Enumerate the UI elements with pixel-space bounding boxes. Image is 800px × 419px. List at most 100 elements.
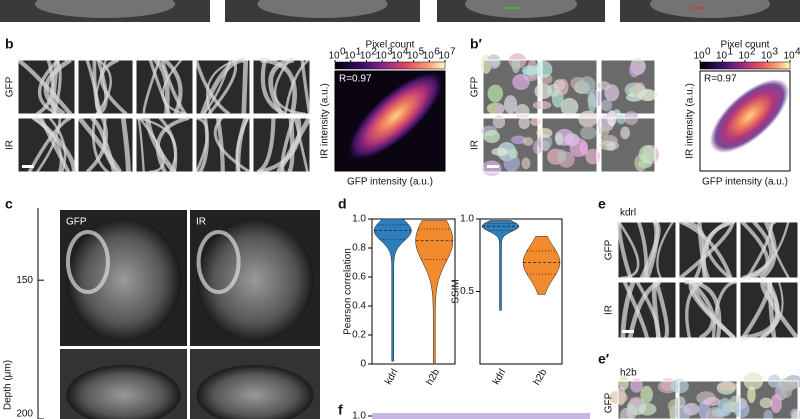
texture <box>536 127 553 139</box>
texture <box>678 221 735 280</box>
texture <box>780 385 793 398</box>
texture <box>521 157 531 170</box>
label: GFP <box>66 217 87 228</box>
texture <box>638 145 656 164</box>
texture <box>77 116 122 174</box>
texture <box>759 220 777 280</box>
colorbar-tick-base: 10 <box>360 51 372 62</box>
axis-label: GFP <box>5 76 16 97</box>
texture <box>692 280 736 340</box>
texture <box>717 398 733 417</box>
texture <box>196 218 314 342</box>
scale-bar <box>487 165 499 168</box>
texture <box>99 58 128 116</box>
texture <box>158 116 178 173</box>
x-tick-label: kdrl <box>491 367 509 386</box>
frame <box>135 117 194 173</box>
frame <box>600 117 656 173</box>
colorbar-tick-base: 10 <box>783 51 795 62</box>
label: 0.2 <box>352 330 366 341</box>
label: 0.6 <box>352 272 366 283</box>
texture <box>36 117 62 173</box>
texture <box>160 59 187 115</box>
texture <box>16 58 73 116</box>
colorbar-tick-exp: 6 <box>434 47 440 58</box>
texture <box>215 117 225 173</box>
label: 0.5 <box>460 286 474 297</box>
texture <box>580 126 597 140</box>
colorbar-tick-exp: 5 <box>419 47 425 58</box>
frame <box>195 117 251 173</box>
colorbar-tick-exp: 7 <box>450 47 456 58</box>
frame <box>482 117 539 173</box>
colorbar-tick-exp: 4 <box>403 47 409 58</box>
texture <box>656 221 674 279</box>
texture <box>27 116 72 173</box>
texture <box>491 58 500 68</box>
label: Pixel count <box>366 40 415 51</box>
axis-label: IR <box>604 305 615 315</box>
texture <box>508 148 518 159</box>
texture <box>711 280 737 339</box>
label: 200 <box>16 409 33 419</box>
texture <box>235 117 250 173</box>
texture <box>650 0 770 18</box>
texture <box>617 221 640 280</box>
texture <box>503 154 521 172</box>
frame <box>541 117 598 173</box>
texture <box>142 59 161 116</box>
scale-bar <box>622 330 634 333</box>
density-cloud <box>709 79 790 153</box>
label: c <box>5 196 13 212</box>
frame <box>77 59 134 115</box>
frame <box>135 59 194 115</box>
texture <box>483 130 500 144</box>
texture <box>66 218 181 342</box>
x-tick-label: kdrl <box>383 367 401 386</box>
texture <box>120 117 131 173</box>
violin <box>481 220 520 311</box>
texture <box>763 409 773 419</box>
texture <box>200 57 245 115</box>
texture <box>599 124 610 138</box>
texture <box>619 407 633 419</box>
texture <box>587 93 597 113</box>
texture <box>546 84 561 97</box>
texture <box>557 149 567 163</box>
texture <box>512 74 530 90</box>
texture <box>604 84 620 102</box>
texture <box>537 134 553 150</box>
texture <box>557 78 569 96</box>
colorbar-tick-base: 10 <box>738 51 750 62</box>
texture <box>733 401 750 418</box>
frame <box>617 281 677 339</box>
frame <box>678 281 738 339</box>
label: R=0.97 <box>704 74 737 85</box>
texture <box>747 386 756 404</box>
texture <box>511 57 521 74</box>
texture <box>48 117 67 173</box>
density-cloud <box>348 72 443 160</box>
frame <box>252 59 311 115</box>
texture <box>638 402 657 416</box>
texture <box>495 104 504 115</box>
label: kdrl <box>620 208 636 219</box>
colorbar <box>699 61 791 70</box>
label: 150 <box>16 275 33 286</box>
texture <box>521 65 539 76</box>
texture <box>616 115 626 125</box>
texture <box>163 58 183 115</box>
texture <box>697 221 711 281</box>
frame <box>17 117 76 173</box>
frame <box>739 380 799 419</box>
colorbar-tick-base: 10 <box>328 51 340 62</box>
texture <box>560 97 579 116</box>
texture <box>241 59 249 115</box>
colorbar-tick-base: 10 <box>716 51 728 62</box>
frame <box>739 281 799 339</box>
texture <box>91 117 109 174</box>
texture <box>50 59 60 116</box>
texture <box>629 396 644 406</box>
texture <box>155 116 190 173</box>
